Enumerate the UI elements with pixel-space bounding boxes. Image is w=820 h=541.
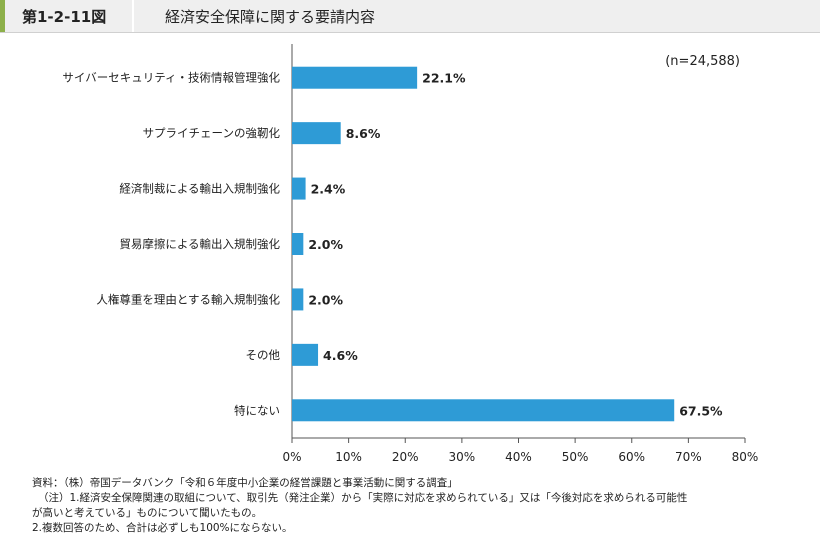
note-1-line-2: が高いと考えている」ものについて聞いたもの。	[32, 507, 263, 519]
data-label: 22.1%	[422, 71, 466, 86]
x-tick-label: 80%	[732, 450, 759, 464]
x-tick-label: 60%	[618, 450, 645, 464]
data-label: 4.6%	[323, 348, 358, 363]
note-2: 2.複数回答のため、合計は必ずしも100%にならない。	[32, 522, 293, 534]
bar	[292, 122, 341, 145]
x-tick-label: 20%	[392, 450, 419, 464]
category-label: 人権尊重を理由とする輸入規制強化	[96, 292, 280, 306]
header-separator	[132, 0, 134, 32]
figure-header: 第1-2-11図 経済安全保障に関する要請内容	[0, 0, 820, 33]
data-label: 2.4%	[311, 182, 346, 197]
bar	[292, 288, 304, 311]
data-label: 2.0%	[308, 292, 343, 307]
x-tick-label: 50%	[562, 450, 589, 464]
x-tick-label: 0%	[282, 450, 301, 464]
bar	[292, 233, 304, 255]
figure-notes: 資料：（株）帝国データバンク「令和６年度中小企業の経営課題と事業活動に関する調査…	[32, 476, 687, 536]
data-label: 2.0%	[308, 237, 343, 252]
data-label: 67.5%	[679, 403, 723, 418]
category-label: 貿易摩擦による輸出入規制強化	[119, 237, 280, 251]
figure-title: 経済安全保障に関する要請内容	[165, 8, 376, 26]
x-tick-label: 40%	[505, 450, 532, 464]
figure-number: 第1-2-11図	[22, 8, 107, 26]
x-tick-label: 30%	[449, 450, 476, 464]
x-tick-label: 10%	[335, 450, 362, 464]
sample-size-annotation: (n=24,588)	[665, 54, 740, 69]
category-label: サプライチェーンの強靭化	[143, 126, 281, 140]
x-tick-label: 70%	[675, 450, 702, 464]
bar	[292, 177, 306, 200]
bar	[292, 343, 319, 366]
source-note: 資料：（株）帝国データバンク「令和６年度中小企業の経営課題と事業活動に関する調査…	[32, 477, 458, 489]
chart-area: 0% 10% 20% 30% 40% 50% 60% 70% 80% サイバーセキュリティ・技術情…	[0, 33, 820, 473]
note-1-line-1: （注）1.経済安全保障関連の取組について、取引先（発注企業）から「実際に対応を求…	[38, 492, 688, 504]
bar-chart: 0% 10% 20% 30% 40% 50% 60% 70% 80% サイバーセキュリティ・技術情…	[62, 44, 759, 464]
category-label: 経済制裁による輸出入規制強化	[119, 182, 280, 196]
category-label: その他	[246, 348, 281, 362]
category-label: サイバーセキュリティ・技術情報管理強化	[62, 71, 280, 85]
category-label: 特にない	[234, 403, 280, 417]
data-label: 8.6%	[346, 126, 381, 141]
bar	[292, 399, 675, 422]
bar	[292, 66, 418, 89]
header-accent-bar	[0, 0, 5, 32]
